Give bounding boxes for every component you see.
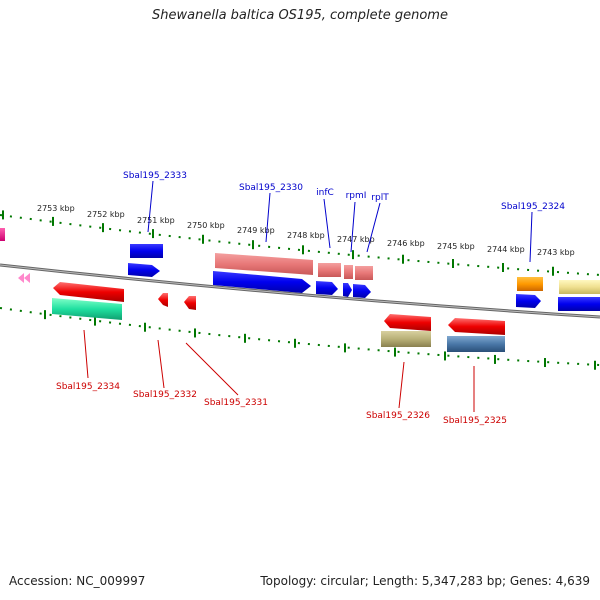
bottom-gene-label-sbal195-2334[interactable]: Sbal195_2334 <box>56 382 120 392</box>
gene-sbal195-2330-feature <box>215 253 313 275</box>
tick-label: 2753 kbp <box>37 204 75 213</box>
top-gene-label-rpmi[interactable]: rpmI <box>346 191 367 201</box>
bottom-gene-label-sbal195-2325[interactable]: Sbal195_2325 <box>443 416 507 426</box>
gene-rpmi[interactable] <box>343 283 352 297</box>
map-title: Shewanella baltica OS195, complete genom… <box>152 8 448 23</box>
bottom-gene-label-sbal195-2332[interactable]: Sbal195_2332 <box>133 390 197 400</box>
gene-rplt[interactable] <box>353 284 371 298</box>
gene-sbal195-2325[interactable] <box>448 318 505 335</box>
gene-sbal195-2325-feature <box>447 336 505 352</box>
bottom-gene-label-sbal195-2331[interactable]: Sbal195_2331 <box>204 398 268 408</box>
bottom-leader-lines <box>83 329 475 412</box>
top-gene-label-sbal195-2330[interactable]: Sbal195_2330 <box>239 183 303 193</box>
top-gene-label-rplt[interactable]: rplT <box>371 193 389 203</box>
gene-sbal195-2326[interactable] <box>384 314 431 331</box>
gene-sbal195-2334[interactable] <box>53 282 124 302</box>
genome-backbone-highlight <box>0 264 600 318</box>
tick-label: 2750 kbp <box>187 221 225 230</box>
gene-sbal195-2333-feature <box>130 244 163 258</box>
upper-major-ticks <box>2 210 554 276</box>
edge-gene-magenta <box>0 228 5 241</box>
tick-label: 2751 kbp <box>137 216 175 225</box>
lower-major-ticks <box>44 310 596 370</box>
gene-sbal195-2332[interactable] <box>158 293 168 307</box>
accession-text: Accession: NC_009997 <box>9 574 146 588</box>
tick-label: 2752 kbp <box>87 210 125 219</box>
edge-arrows-icon <box>18 273 30 283</box>
top-leader-lines <box>147 180 533 263</box>
gene-sbal195-2331[interactable] <box>184 296 196 310</box>
gene-sbal195-2330[interactable] <box>213 271 311 293</box>
gene-rpmi-feature <box>344 265 353 279</box>
top-gene-label-sbal195-2324[interactable]: Sbal195_2324 <box>501 202 565 212</box>
topology-text: Topology: circular; Length: 5,347,283 bp… <box>260 574 590 588</box>
tick-label: 2747 kbp <box>337 235 375 244</box>
gene-rplt-feature <box>355 266 373 280</box>
tick-label: 2749 kbp <box>237 226 275 235</box>
gene-infc[interactable] <box>316 281 338 295</box>
gene-sbal195-2333[interactable] <box>128 263 160 277</box>
edge-gene-feature <box>559 280 600 294</box>
bottom-gene-label-sbal195-2326[interactable]: Sbal195_2326 <box>366 411 430 421</box>
top-gene-label-sbal195-2333[interactable]: Sbal195_2333 <box>123 171 187 181</box>
gene-infc-feature <box>318 263 341 277</box>
gene-sbal195-2324[interactable] <box>516 294 541 308</box>
gene-sbal195-2324-feature <box>517 277 543 291</box>
edge-gene[interactable] <box>558 297 600 311</box>
gene-sbal195-2334-feature <box>52 298 122 320</box>
tick-label: 2743 kbp <box>537 248 575 257</box>
tick-label: 2745 kbp <box>437 242 475 251</box>
top-gene-label-infc[interactable]: infC <box>316 188 334 198</box>
gene-sbal195-2326-feature <box>381 331 431 347</box>
tick-label: 2748 kbp <box>287 231 325 240</box>
tick-label: 2746 kbp <box>387 239 425 248</box>
tick-label: 2744 kbp <box>487 245 525 254</box>
